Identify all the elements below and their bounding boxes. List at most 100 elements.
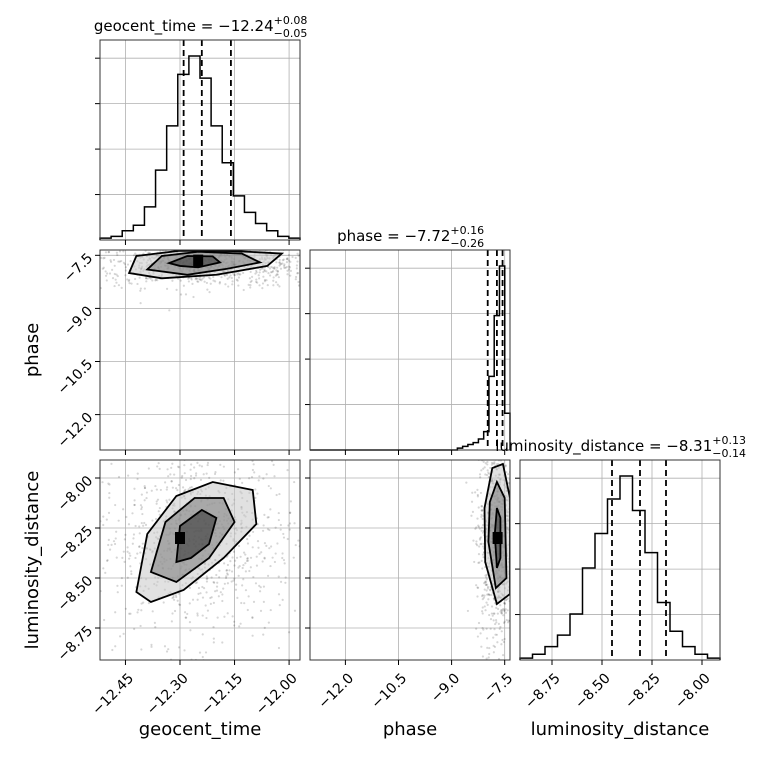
sample-point bbox=[491, 662, 493, 664]
sample-point bbox=[487, 475, 490, 479]
sample-point bbox=[239, 622, 242, 625]
sample-point bbox=[475, 542, 478, 545]
sample-point bbox=[518, 570, 520, 572]
sample-point bbox=[263, 280, 267, 283]
sample-point bbox=[484, 669, 486, 671]
sample-point bbox=[286, 269, 289, 272]
sample-point bbox=[227, 285, 230, 288]
sample-point bbox=[492, 651, 495, 654]
sample-point bbox=[147, 251, 150, 254]
sample-point bbox=[479, 476, 482, 479]
sample-point bbox=[477, 552, 481, 556]
sample-point bbox=[488, 472, 491, 475]
sample-point bbox=[198, 464, 201, 467]
sample-point bbox=[495, 621, 498, 624]
sample-point bbox=[514, 632, 516, 634]
sample-point bbox=[249, 286, 252, 289]
sample-point bbox=[294, 441, 296, 443]
sample-point bbox=[481, 627, 484, 630]
sample-point bbox=[157, 462, 160, 465]
sample-point bbox=[197, 586, 201, 590]
sample-point bbox=[479, 491, 483, 495]
sample-point bbox=[299, 247, 301, 249]
sample-point bbox=[511, 587, 513, 589]
sample-point bbox=[514, 543, 516, 545]
sample-point bbox=[493, 666, 495, 668]
sample-point bbox=[254, 496, 257, 499]
sample-point bbox=[480, 526, 484, 529]
sample-point bbox=[120, 584, 123, 587]
sample-point bbox=[187, 488, 190, 491]
sample-point bbox=[196, 280, 199, 283]
sample-point bbox=[273, 267, 276, 270]
sample-point bbox=[208, 290, 211, 294]
sample-point bbox=[108, 496, 111, 499]
sample-point bbox=[484, 473, 487, 476]
sample-point bbox=[212, 641, 215, 644]
sample-point bbox=[505, 598, 508, 601]
sample-point bbox=[334, 592, 336, 594]
sample-point bbox=[221, 593, 224, 596]
sample-point bbox=[218, 569, 221, 572]
sample-point bbox=[476, 586, 480, 589]
sample-point bbox=[138, 545, 141, 548]
hist-luminosity_distance bbox=[519, 475, 721, 660]
sample-point bbox=[209, 596, 212, 600]
sample-point bbox=[514, 574, 516, 576]
sample-point bbox=[492, 455, 494, 457]
sample-point bbox=[276, 266, 279, 269]
sample-point bbox=[514, 630, 516, 632]
sample-point bbox=[118, 635, 122, 638]
sample-point bbox=[165, 246, 167, 248]
sample-point bbox=[102, 257, 105, 260]
sample-point bbox=[225, 569, 229, 572]
sample-point bbox=[238, 273, 241, 276]
sample-point bbox=[94, 249, 96, 251]
sample-point bbox=[491, 431, 493, 433]
contour-line-0 bbox=[493, 507, 502, 569]
sample-point bbox=[324, 594, 326, 596]
sample-point bbox=[111, 648, 114, 652]
sample-point bbox=[521, 528, 523, 530]
sample-point bbox=[194, 276, 197, 279]
sample-point bbox=[77, 248, 79, 250]
sample-point bbox=[224, 283, 227, 286]
sample-point bbox=[149, 277, 152, 280]
sample-point bbox=[168, 309, 171, 312]
sample-point bbox=[490, 461, 494, 464]
sample-point bbox=[301, 274, 303, 276]
sample-point bbox=[313, 278, 315, 280]
sample-point bbox=[206, 577, 209, 580]
sample-point bbox=[494, 619, 498, 622]
sample-point bbox=[116, 430, 118, 432]
sample-point bbox=[293, 522, 296, 525]
sample-point bbox=[474, 527, 477, 530]
sample-point bbox=[171, 596, 174, 600]
sample-point bbox=[39, 251, 41, 253]
sample-point bbox=[314, 263, 316, 265]
sample-point bbox=[483, 466, 486, 469]
sample-point bbox=[263, 542, 267, 545]
sample-point bbox=[242, 578, 245, 581]
sample-point bbox=[151, 436, 153, 438]
sample-point bbox=[232, 272, 235, 275]
sample-point bbox=[480, 671, 482, 673]
sample-point bbox=[126, 263, 130, 266]
sample-point bbox=[512, 460, 514, 462]
sample-point bbox=[180, 247, 182, 249]
sample-point bbox=[126, 550, 129, 553]
sample-point bbox=[214, 590, 217, 593]
sample-point bbox=[271, 270, 275, 273]
sample-point bbox=[274, 274, 278, 277]
sample-point bbox=[513, 509, 515, 511]
sample-point bbox=[513, 628, 515, 630]
sample-point bbox=[128, 612, 131, 615]
y-tick-label-luminosity_distance: −8.00 bbox=[55, 473, 97, 515]
sample-point bbox=[166, 468, 169, 471]
sample-point bbox=[288, 522, 292, 525]
sample-point bbox=[214, 280, 217, 283]
sample-point bbox=[514, 607, 516, 609]
sample-point bbox=[115, 273, 118, 276]
sample-point bbox=[511, 548, 513, 550]
sample-point bbox=[244, 589, 248, 592]
